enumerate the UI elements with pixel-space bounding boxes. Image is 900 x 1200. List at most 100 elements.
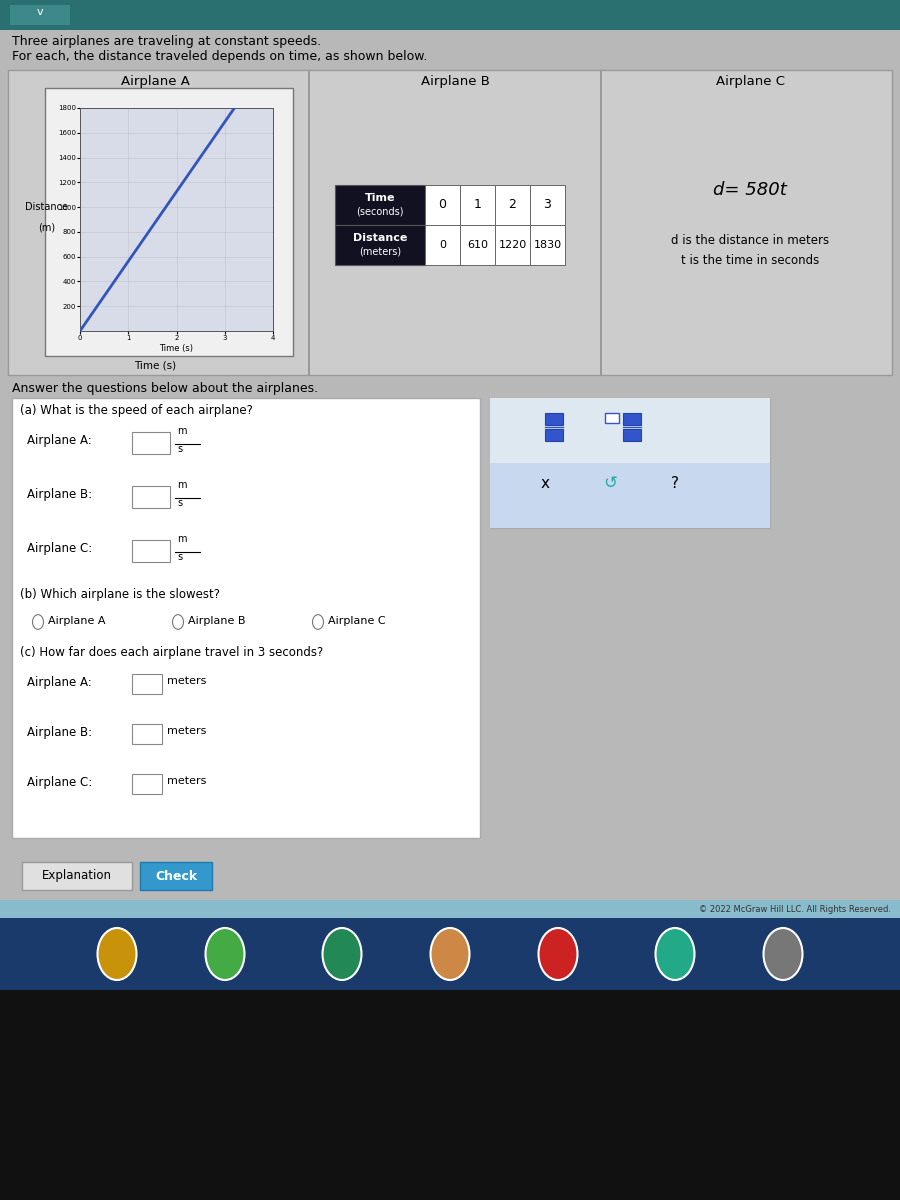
Text: Airplane A: Airplane A xyxy=(48,616,105,626)
Text: d= 580t: d= 580t xyxy=(713,181,787,199)
Bar xyxy=(600,70,602,374)
Bar xyxy=(490,398,770,463)
Text: Airplane B:: Airplane B: xyxy=(27,726,92,739)
Text: ?: ? xyxy=(671,475,679,491)
Bar xyxy=(12,398,480,838)
Text: Time: Time xyxy=(364,193,395,203)
Bar xyxy=(490,398,770,528)
Text: Distance: Distance xyxy=(25,202,68,212)
Text: 1830: 1830 xyxy=(534,240,562,250)
Bar xyxy=(0,918,900,990)
Bar xyxy=(132,724,162,744)
Bar xyxy=(132,774,162,794)
Text: x: x xyxy=(541,475,550,491)
Text: s: s xyxy=(177,552,182,562)
Text: Distance: Distance xyxy=(353,233,407,242)
Bar xyxy=(335,185,425,226)
Text: Airplane C:: Airplane C: xyxy=(27,776,92,790)
Text: (m): (m) xyxy=(39,222,56,232)
Bar xyxy=(623,430,641,442)
Bar xyxy=(132,540,170,562)
Text: Answer the questions below about the airplanes.: Answer the questions below about the air… xyxy=(12,382,318,395)
Text: Three airplanes are traveling at constant speeds.: Three airplanes are traveling at constan… xyxy=(12,35,321,48)
Bar xyxy=(460,185,495,226)
Text: 3: 3 xyxy=(544,198,552,211)
Bar xyxy=(308,70,310,374)
Bar xyxy=(425,185,460,226)
Circle shape xyxy=(97,928,137,980)
Text: Airplane B:: Airplane B: xyxy=(27,488,92,502)
Text: Airplane A: Airplane A xyxy=(121,74,189,88)
Bar xyxy=(460,226,495,265)
Text: Airplane A:: Airplane A: xyxy=(27,676,92,689)
Text: (seconds): (seconds) xyxy=(356,206,404,217)
Text: (b) Which airplane is the slowest?: (b) Which airplane is the slowest? xyxy=(20,588,220,601)
Bar xyxy=(140,862,212,890)
Bar xyxy=(0,30,900,70)
Bar xyxy=(495,185,530,226)
Circle shape xyxy=(205,928,245,980)
Circle shape xyxy=(538,928,578,980)
Text: 610: 610 xyxy=(467,240,488,250)
Bar xyxy=(623,413,641,425)
Text: meters: meters xyxy=(167,726,206,736)
Bar xyxy=(0,990,900,1200)
Text: ↺: ↺ xyxy=(603,474,616,492)
Text: Check: Check xyxy=(155,870,197,882)
Text: meters: meters xyxy=(167,776,206,786)
Text: 0: 0 xyxy=(439,240,446,250)
Circle shape xyxy=(763,928,803,980)
Text: (meters): (meters) xyxy=(359,247,401,257)
Text: Airplane C: Airplane C xyxy=(716,74,785,88)
Bar xyxy=(0,0,900,30)
Circle shape xyxy=(32,614,43,629)
Text: 2: 2 xyxy=(508,198,517,211)
Text: m: m xyxy=(177,534,186,544)
Text: (a) What is the speed of each airplane?: (a) What is the speed of each airplane? xyxy=(20,404,253,416)
Bar xyxy=(530,185,565,226)
Text: Time (s): Time (s) xyxy=(134,361,176,371)
Bar xyxy=(425,226,460,265)
Bar xyxy=(8,70,892,374)
Bar xyxy=(45,88,293,356)
Text: Explanation: Explanation xyxy=(42,870,112,882)
Text: For each, the distance traveled depends on time, as shown below.: For each, the distance traveled depends … xyxy=(12,50,427,62)
Text: s: s xyxy=(177,444,182,454)
Text: meters: meters xyxy=(167,676,206,686)
Text: Airplane C: Airplane C xyxy=(328,616,385,626)
Text: 1: 1 xyxy=(473,198,482,211)
Text: © 2022 McGraw Hill LLC. All Rights Reserved.: © 2022 McGraw Hill LLC. All Rights Reser… xyxy=(699,905,891,913)
Text: 1220: 1220 xyxy=(499,240,526,250)
Bar xyxy=(545,430,563,442)
Bar xyxy=(22,862,132,890)
Bar xyxy=(10,5,70,25)
Circle shape xyxy=(312,614,323,629)
Text: Airplane B: Airplane B xyxy=(420,74,490,88)
Text: v: v xyxy=(37,7,43,17)
Bar xyxy=(545,413,563,425)
Bar xyxy=(495,226,530,265)
Text: (c) How far does each airplane travel in 3 seconds?: (c) How far does each airplane travel in… xyxy=(20,646,323,659)
Bar xyxy=(0,900,900,918)
Text: d is the distance in meters: d is the distance in meters xyxy=(670,234,829,246)
Bar xyxy=(132,674,162,694)
Circle shape xyxy=(322,928,362,980)
Bar xyxy=(132,432,170,454)
Text: m: m xyxy=(177,426,186,436)
Text: s: s xyxy=(177,498,182,508)
Circle shape xyxy=(173,614,184,629)
Bar xyxy=(132,486,170,508)
Text: Airplane C:: Airplane C: xyxy=(27,542,92,554)
Bar xyxy=(530,226,565,265)
Circle shape xyxy=(655,928,695,980)
X-axis label: Time (s): Time (s) xyxy=(159,344,194,353)
Text: Airplane B: Airplane B xyxy=(188,616,246,626)
Bar xyxy=(605,413,619,422)
Text: m: m xyxy=(177,480,186,490)
Text: 0: 0 xyxy=(438,198,446,211)
Bar xyxy=(490,463,770,528)
Bar xyxy=(335,226,425,265)
Circle shape xyxy=(430,928,470,980)
Text: Airplane A:: Airplane A: xyxy=(27,434,92,446)
Text: t is the time in seconds: t is the time in seconds xyxy=(681,253,819,266)
